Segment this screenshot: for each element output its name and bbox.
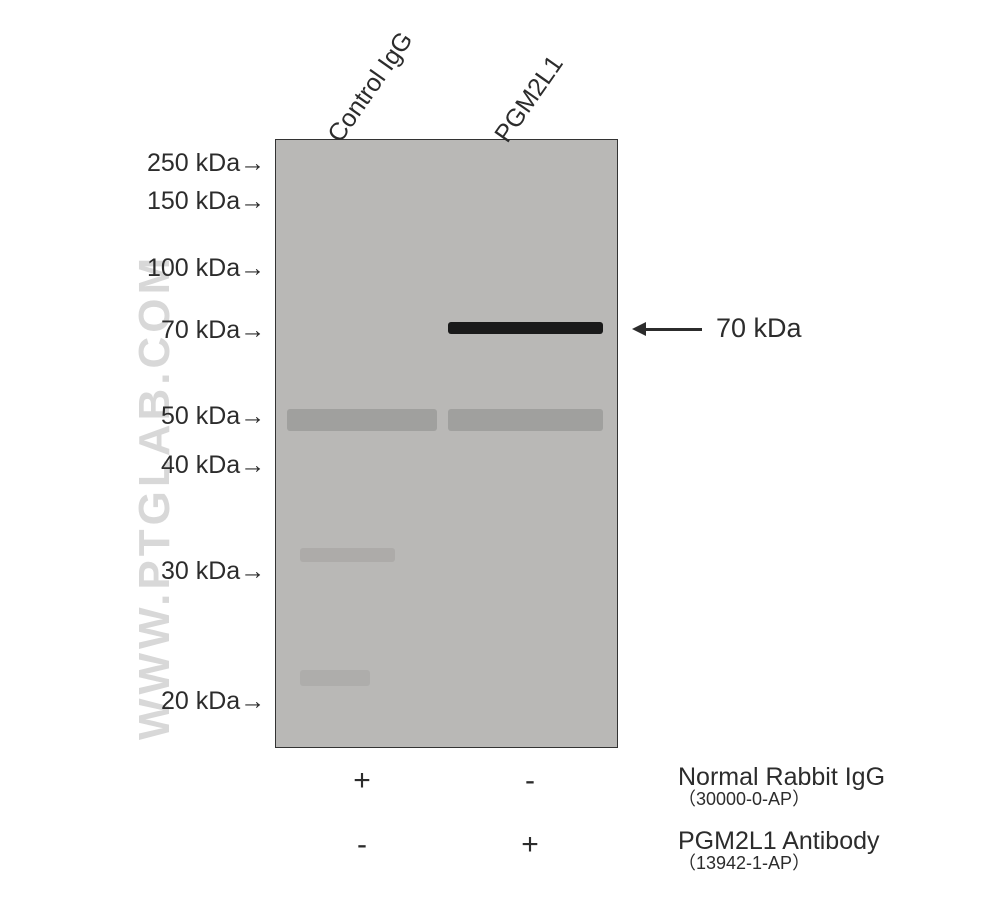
band-igg-heavy-lane1 xyxy=(448,409,603,431)
target-label: 70 kDa xyxy=(716,313,802,344)
marker-30: 30 kDa→ xyxy=(161,557,265,586)
blot-membrane xyxy=(275,139,618,748)
cond-row0-label: Normal Rabbit IgG （30000-0-AP） xyxy=(678,764,885,809)
cond-row1-lane1: + xyxy=(510,828,550,862)
blot-figure: WWW.PTGLAB.COM Control IgG PGM2L1 250 kD… xyxy=(0,0,1000,903)
cond-row1-label: PGM2L1 Antibody （13942-1-AP） xyxy=(678,828,880,873)
marker-250: 250 kDa→ xyxy=(147,149,265,178)
marker-40: 40 kDa→ xyxy=(161,451,265,480)
marker-70: 70 kDa→ xyxy=(161,316,265,345)
band-faint-20kda xyxy=(300,670,370,686)
target-arrow xyxy=(632,322,702,336)
band-igg-heavy-lane0 xyxy=(287,409,437,431)
marker-150: 150 kDa→ xyxy=(147,187,265,216)
cond-row0-lane1: - xyxy=(510,764,550,798)
marker-20: 20 kDa→ xyxy=(161,687,265,716)
marker-50: 50 kDa→ xyxy=(161,402,265,431)
cond-row0-lane0: + xyxy=(342,764,382,798)
band-target-70kda xyxy=(448,322,603,334)
lane-label-1: PGM2L1 xyxy=(489,51,569,148)
cond-row1-lane0: - xyxy=(342,828,382,862)
marker-100: 100 kDa→ xyxy=(147,254,265,283)
band-faint-30kda xyxy=(300,548,395,562)
lane-label-0: Control IgG xyxy=(322,27,419,148)
